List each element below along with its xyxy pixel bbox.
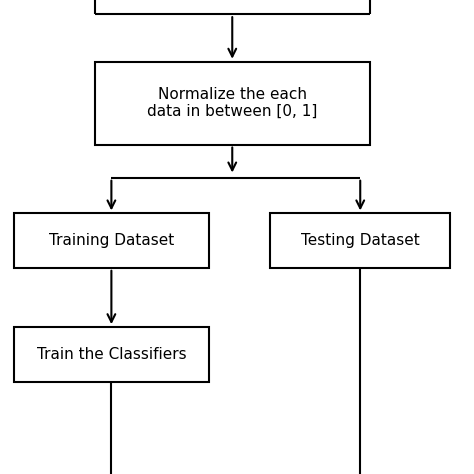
FancyBboxPatch shape — [14, 327, 209, 382]
FancyBboxPatch shape — [95, 62, 370, 145]
Text: Training Dataset: Training Dataset — [49, 233, 174, 248]
Text: Normalize the each
data in between [0, 1]: Normalize the each data in between [0, 1… — [147, 87, 318, 119]
FancyBboxPatch shape — [270, 213, 450, 268]
Text: Testing Dataset: Testing Dataset — [301, 233, 419, 248]
FancyBboxPatch shape — [14, 213, 209, 268]
Text: Train the Classifiers: Train the Classifiers — [36, 347, 186, 362]
